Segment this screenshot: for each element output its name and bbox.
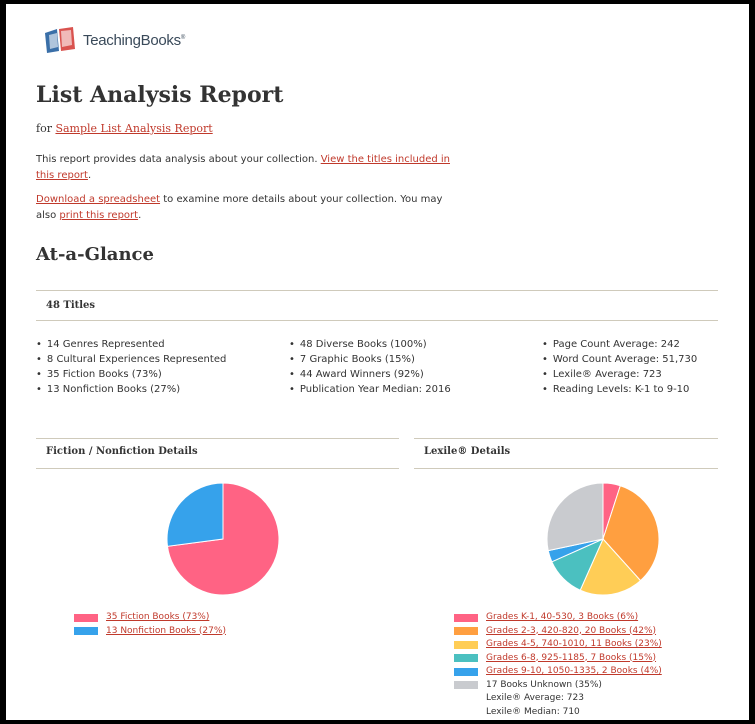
stat-item: 8 Cultural Experiences Represented [36,352,226,367]
legend-link-grades-4-5[interactable]: Grades 4-5, 740-1010, 11 Books (23%) [486,639,662,649]
divider [36,468,399,469]
legend-link-grades-6-8[interactable]: Grades 6-8, 925-1185, 7 Books (15%) [486,652,657,663]
divider [36,438,399,439]
download-paragraph: Download a spreadsheet to examine more d… [36,194,443,221]
page-title: List Analysis Report [36,82,284,108]
stat-item: 7 Graphic Books (15%) [289,352,451,367]
view-titles-link[interactable]: View the titles included in this report [36,154,450,181]
legend-swatch [454,613,478,622]
stat-item: 35 Fiction Books (73%) [36,367,226,382]
legend-item: Grades 4-5, 740-1010, 11 Books (23%) [454,638,662,652]
legend-item: Grades 6-8, 925-1185, 7 Books (15%) [454,652,662,666]
print-report-link[interactable]: print this report [59,210,139,221]
legend-swatch [454,681,478,690]
lexile-pie-chart [546,482,660,596]
legend-swatch [454,654,478,663]
legend-link-fiction[interactable]: 35 Fiction Books (73%) [106,612,210,622]
list-name-link[interactable]: Sample List Analysis Report [55,122,213,135]
legend-link-grades-2-3[interactable]: Grades 2-3, 420-820, 20 Books (42%) [486,625,657,636]
legend-link-grades-9-10[interactable]: Grades 9-10, 1050-1335, 2 Books (4%) [486,666,662,676]
logo-text: TeachingBooks® [83,31,185,49]
legend-swatch [74,613,98,622]
fiction-pie-slice-1[interactable] [166,482,224,547]
legend-item: 17 Books Unknown (35%) [454,679,662,693]
legend-swatch [74,627,98,636]
lexile-median: Lexile® Median: 710 [486,706,580,717]
lexile-legend: Grades K-1, 40-530, 3 Books (6%) Grades … [454,611,662,719]
legend-swatch [454,667,478,676]
stat-item: Reading Levels: K-1 to 9-10 [542,382,697,397]
titles-count: 48 Titles [46,300,96,311]
stat-item: Publication Year Median: 2016 [289,382,451,397]
report-page: TeachingBooks® List Analysis Report for … [6,4,749,720]
legend-item: 13 Nonfiction Books (27%) [74,625,226,639]
legend-swatch [454,627,478,636]
for-line: for Sample List Analysis Report [36,122,213,135]
legend-item: 35 Fiction Books (73%) [74,611,226,625]
divider [36,290,718,291]
book-logo-icon [45,27,75,53]
fiction-nonfiction-heading: Fiction / Nonfiction Details [46,446,198,457]
at-a-glance-heading: At-a-Glance [36,244,154,265]
divider [36,320,718,321]
stat-item: Page Count Average: 242 [542,337,697,352]
stat-item: Word Count Average: 51,730 [542,352,697,367]
lexile-pie-slice-1[interactable] [602,485,660,582]
stat-item: 13 Nonfiction Books (27%) [36,382,226,397]
stat-item: 14 Genres Represented [36,337,226,352]
stat-item: Lexile® Average: 723 [542,367,697,382]
stats-column-1: 14 Genres Represented 8 Cultural Experie… [36,337,226,397]
fiction-nonfiction-legend: 35 Fiction Books (73%) 13 Nonfiction Boo… [74,611,226,638]
legend-item: Grades K-1, 40-530, 3 Books (6%) [454,611,662,625]
stat-item: 44 Award Winners (92%) [289,367,451,382]
legend-swatch [454,640,478,649]
lexile-pie-slice-2[interactable] [579,538,642,596]
legend-link-nonfiction[interactable]: 13 Nonfiction Books (27%) [106,625,226,636]
stats-column-3: Page Count Average: 242 Word Count Avera… [542,337,697,397]
legend-unknown: 17 Books Unknown (35%) [486,679,602,690]
legend-link-grades-k-1[interactable]: Grades K-1, 40-530, 3 Books (6%) [486,612,639,622]
fiction-nonfiction-pie-chart [166,482,280,596]
intro-paragraph: This report provides data analysis about… [36,154,450,181]
stat-item: 48 Diverse Books (100%) [289,337,451,352]
legend-item: Grades 2-3, 420-820, 20 Books (42%) [454,625,662,639]
lexile-pie-slice-5[interactable] [546,482,604,552]
legend-item: Grades 9-10, 1050-1335, 2 Books (4%) [454,665,662,679]
stats-column-2: 48 Diverse Books (100%) 7 Graphic Books … [289,337,451,397]
divider [414,438,718,439]
teachingbooks-logo[interactable]: TeachingBooks® [43,24,185,56]
lexile-average: Lexile® Average: 723 [486,693,584,703]
divider [414,468,718,469]
download-spreadsheet-link[interactable]: Download a spreadsheet [36,194,161,205]
lexile-details-heading: Lexile® Details [424,446,511,457]
